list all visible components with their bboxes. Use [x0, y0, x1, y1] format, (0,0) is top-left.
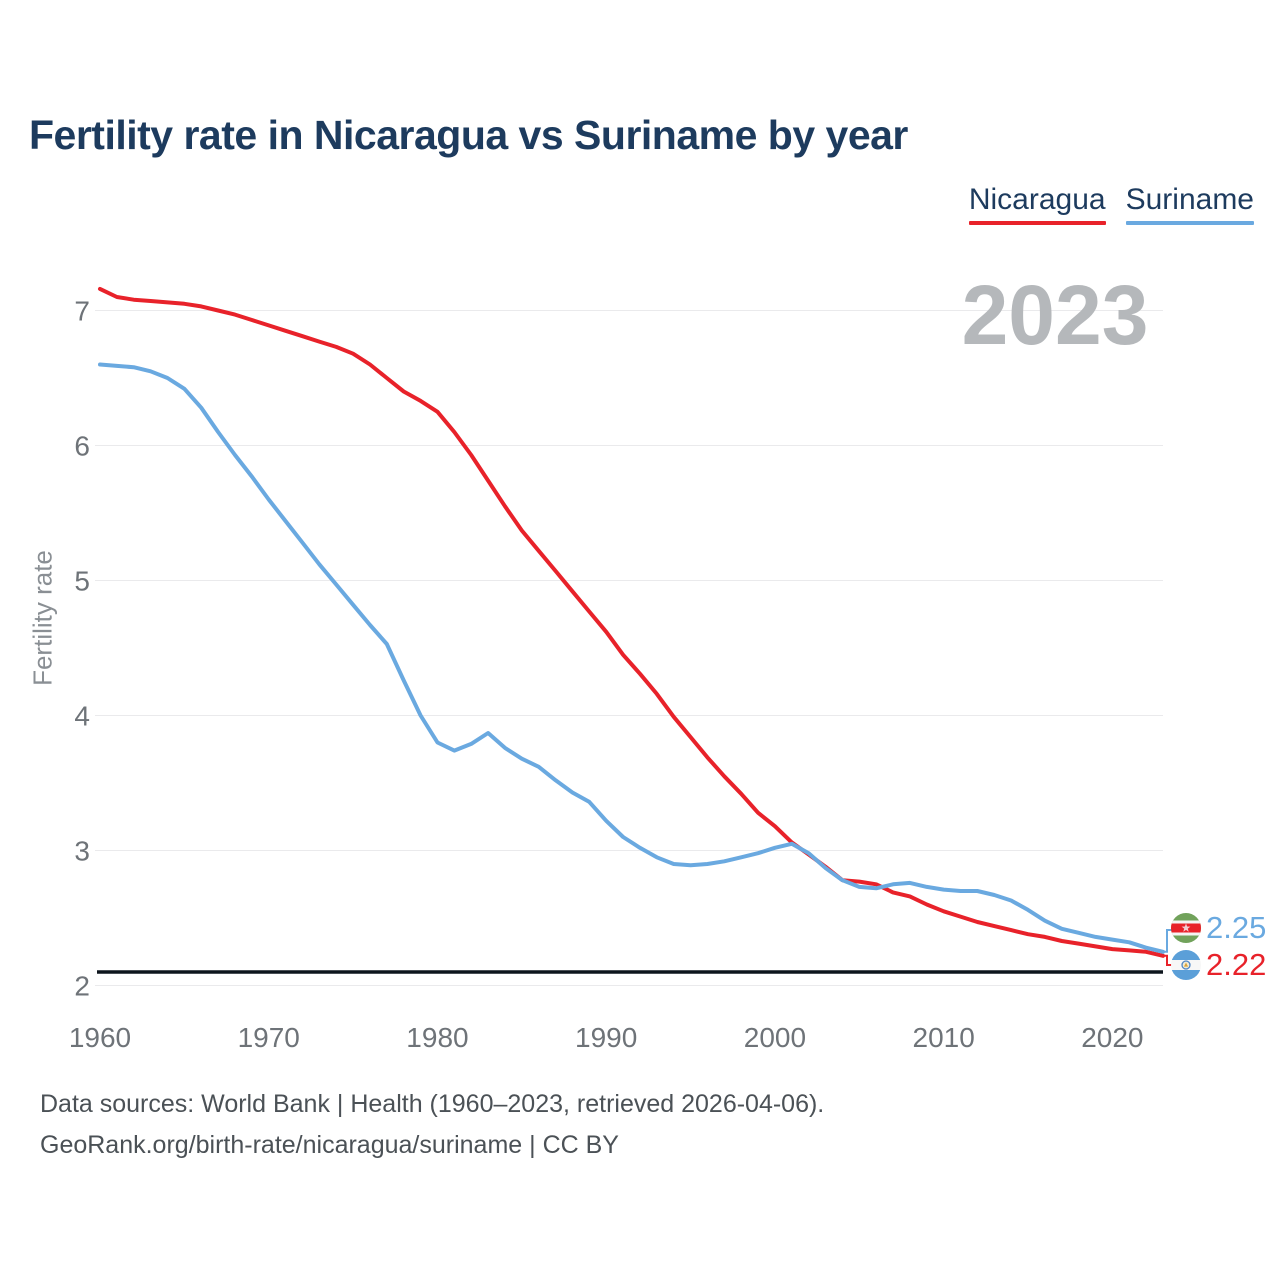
legend-label-suriname: Suriname: [1125, 183, 1254, 216]
leader-line-suriname: [1163, 929, 1172, 953]
data-series-lines: [97, 286, 1165, 974]
legend-swatch-nicaragua: [968, 221, 1106, 225]
legend-item-nicaragua[interactable]: Nicaragua: [968, 183, 1106, 225]
axis-tick-labels: 2 3 4 5 6 7 1960 1970 1980 1990 2000 2010 2020: [69, 296, 1144, 1054]
x-tick-1980: 1980: [406, 1022, 468, 1053]
x-tick-1990: 1990: [575, 1022, 637, 1053]
x-tick-1970: 1970: [238, 1022, 300, 1053]
y-tick-4: 4: [74, 701, 90, 732]
y-tick-5: 5: [74, 566, 90, 597]
footer-attribution: Data sources: World Bank | Health (1960–…: [40, 1084, 824, 1166]
x-tick-2010: 2010: [913, 1022, 975, 1053]
legend-item-suriname[interactable]: Suriname: [1125, 183, 1254, 225]
series-line-suriname: [98, 362, 1165, 954]
end-value-suriname: 2.25: [1206, 910, 1266, 945]
leader-line-nicaragua: [1163, 954, 1172, 966]
x-tick-1960: 1960: [69, 1022, 131, 1053]
legend-swatch-suriname: [1125, 221, 1254, 225]
gridlines: [95, 310, 1163, 986]
y-tick-3: 3: [74, 836, 90, 867]
footer-source-line: Data sources: World Bank | Health (1960–…: [40, 1090, 825, 1118]
page-title: Fertility rate in Nicaragua vs Suriname …: [29, 112, 908, 158]
y-tick-2: 2: [74, 971, 90, 1002]
watermark-year: 2023: [962, 268, 1149, 362]
nicaragua-flag-icon: [1171, 950, 1201, 980]
chart-legend: Nicaragua Suriname: [968, 183, 1254, 225]
end-value-nicaragua: 2.22: [1206, 947, 1266, 982]
y-tick-7: 7: [74, 296, 90, 327]
y-tick-6: 6: [74, 431, 90, 462]
series-line-nicaragua: [98, 286, 1165, 958]
footer-link-line: GeoRank.org/birth-rate/nicaragua/surinam…: [40, 1131, 619, 1159]
x-tick-2000: 2000: [744, 1022, 806, 1053]
legend-label-nicaragua: Nicaragua: [968, 183, 1106, 216]
suriname-flag-icon: [1171, 913, 1201, 943]
x-tick-2020: 2020: [1081, 1022, 1143, 1053]
